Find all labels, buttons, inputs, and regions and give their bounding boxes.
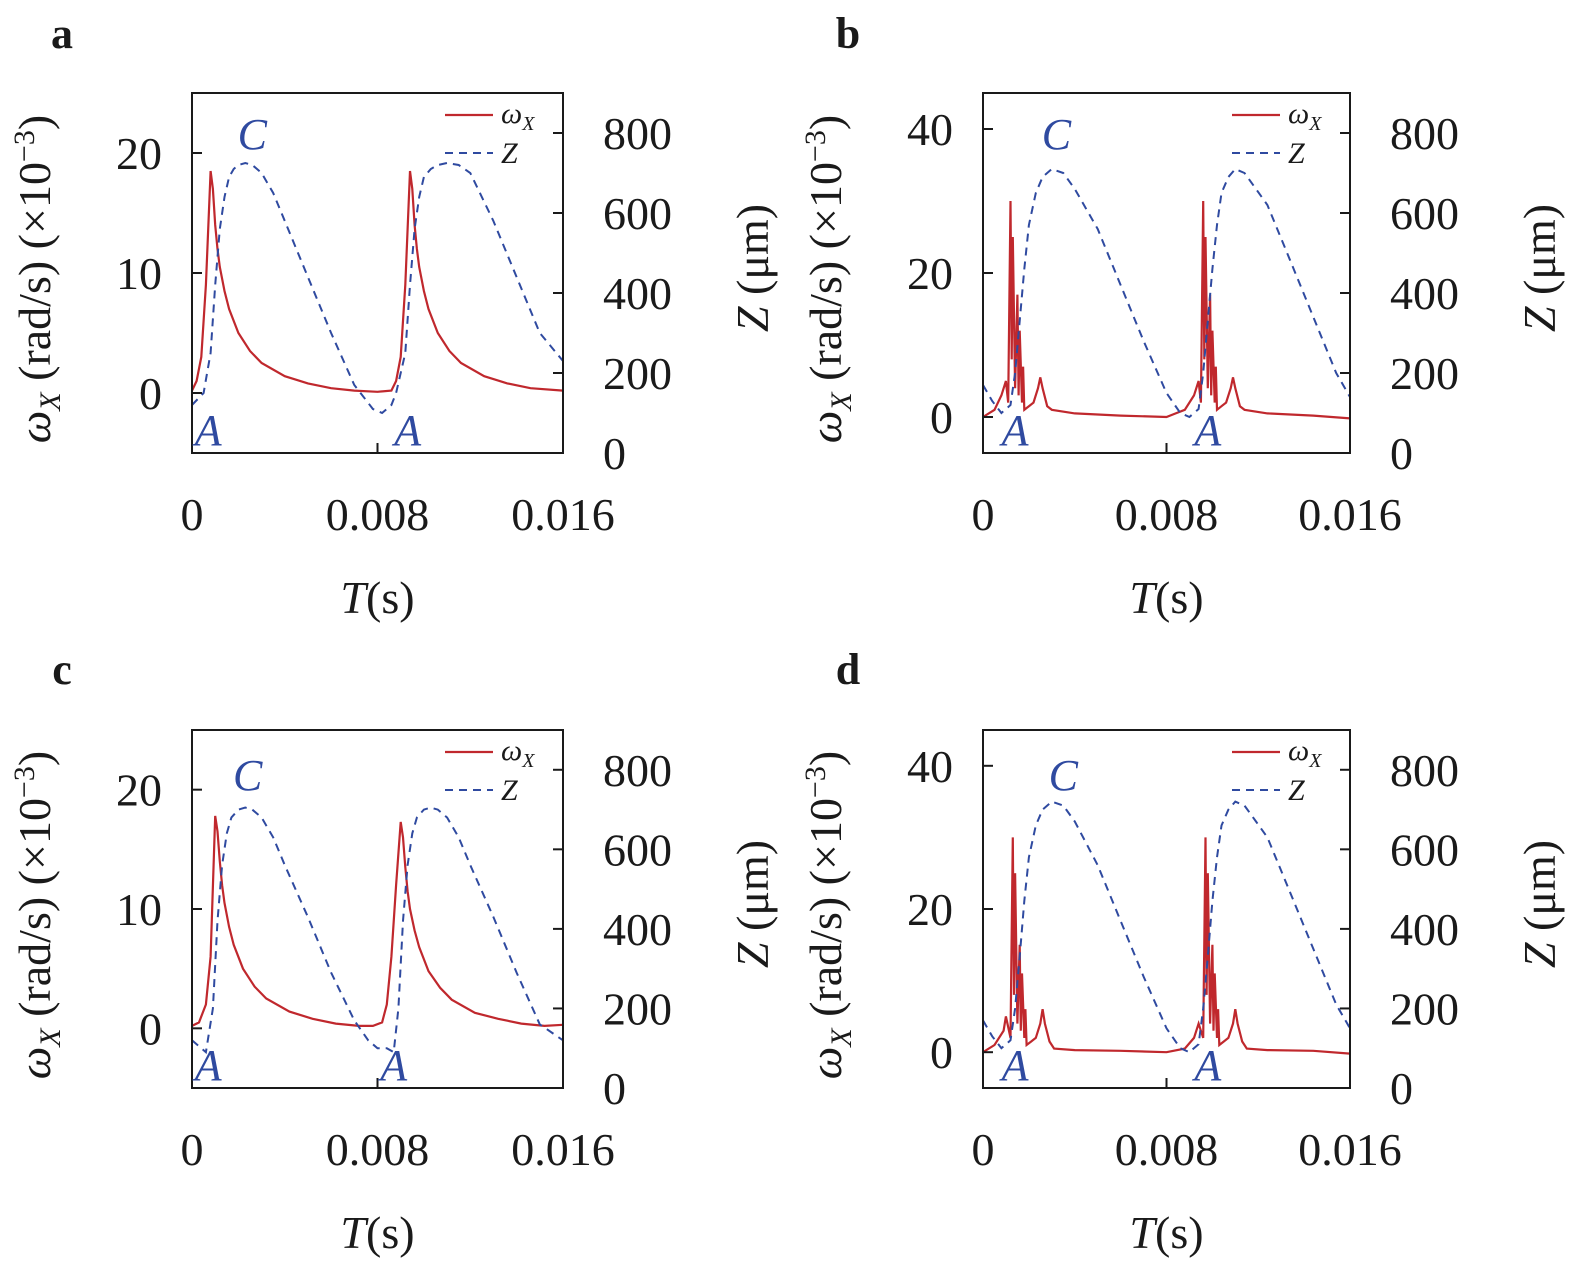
x-tick-label: 0.016 bbox=[511, 489, 615, 540]
y-right-tick-label: 0 bbox=[1390, 428, 1413, 479]
annotation-a: A bbox=[391, 406, 422, 455]
legend: ωXZ bbox=[445, 97, 535, 170]
x-tick-label: 0.016 bbox=[1298, 489, 1402, 540]
y-right-tick-label: 200 bbox=[1390, 348, 1459, 399]
omega-series-line bbox=[982, 200, 1351, 420]
annotation-a: A bbox=[192, 406, 223, 455]
legend-omega-label: ωX bbox=[501, 734, 535, 772]
y-right-tick-label: 0 bbox=[603, 428, 626, 479]
y-left-axis-title: ωX (rad/s) (×10−3) bbox=[8, 115, 67, 443]
omega-series-line bbox=[191, 170, 564, 393]
legend-omega-label: ωX bbox=[1288, 97, 1322, 135]
panel-label: c bbox=[52, 645, 72, 694]
y-right-tick-label: 600 bbox=[1390, 188, 1459, 239]
y-right-axis-title: Z (μm) bbox=[1514, 204, 1565, 332]
x-tick-label: 0 bbox=[972, 1124, 995, 1175]
legend: ωXZ bbox=[1232, 734, 1322, 807]
omega-series-line bbox=[191, 815, 564, 1028]
y-left-tick-label: 40 bbox=[907, 741, 953, 792]
y-right-tick-label: 200 bbox=[603, 983, 672, 1034]
y-right-tick-label: 200 bbox=[603, 348, 672, 399]
legend-z-label: Z bbox=[1288, 137, 1305, 170]
legend-omega-label: ωX bbox=[1288, 734, 1322, 772]
y-right-tick-label: 0 bbox=[1390, 1063, 1413, 1114]
annotation-a: A bbox=[192, 1041, 223, 1090]
y-left-tick-label: 10 bbox=[116, 884, 162, 935]
y-right-tick-label: 800 bbox=[1390, 745, 1459, 796]
y-left-tick-label: 0 bbox=[139, 368, 162, 419]
x-tick-label: 0 bbox=[181, 489, 204, 540]
y-right-tick-label: 600 bbox=[603, 824, 672, 875]
annotation-c: C bbox=[1042, 110, 1072, 159]
x-tick-label: 0.008 bbox=[1115, 489, 1219, 540]
legend: ωXZ bbox=[1232, 97, 1322, 170]
y-right-tick-label: 200 bbox=[1390, 983, 1459, 1034]
y-right-tick-label: 400 bbox=[603, 904, 672, 955]
x-axis-title: T(s) bbox=[1129, 572, 1203, 623]
annotation-a: A bbox=[999, 406, 1030, 455]
y-right-axis-title: Z (μm) bbox=[727, 840, 778, 968]
z-series-line bbox=[982, 167, 1351, 419]
y-right-tick-label: 600 bbox=[603, 188, 672, 239]
annotation-a: A bbox=[1191, 1041, 1222, 1090]
panel-label: b bbox=[836, 9, 860, 58]
z-series-line bbox=[982, 800, 1351, 1054]
y-left-tick-label: 40 bbox=[907, 104, 953, 155]
x-tick-label: 0.016 bbox=[1298, 1124, 1402, 1175]
y-right-tick-label: 0 bbox=[603, 1063, 626, 1114]
legend-omega-label: ωX bbox=[501, 97, 535, 135]
z-series-line bbox=[191, 161, 564, 415]
x-tick-label: 0.016 bbox=[511, 1124, 615, 1175]
y-left-tick-label: 20 bbox=[116, 128, 162, 179]
y-right-tick-label: 800 bbox=[603, 108, 672, 159]
y-right-tick-label: 400 bbox=[603, 268, 672, 319]
y-left-tick-label: 20 bbox=[907, 248, 953, 299]
y-left-tick-label: 0 bbox=[930, 1027, 953, 1078]
y-right-tick-label: 400 bbox=[1390, 268, 1459, 319]
y-right-tick-label: 400 bbox=[1390, 904, 1459, 955]
annotation-a: A bbox=[377, 1041, 408, 1090]
y-left-axis-title: ωX (rad/s) (×10−3) bbox=[799, 751, 858, 1079]
y-left-tick-label: 20 bbox=[907, 884, 953, 935]
y-right-tick-label: 800 bbox=[1390, 108, 1459, 159]
x-axis-title: T(s) bbox=[340, 572, 414, 623]
y-left-tick-label: 0 bbox=[139, 1003, 162, 1054]
x-tick-label: 0 bbox=[181, 1124, 204, 1175]
x-axis-title: T(s) bbox=[1129, 1207, 1203, 1258]
y-left-tick-label: 10 bbox=[116, 248, 162, 299]
panel-label: d bbox=[836, 645, 860, 694]
y-right-axis-title: Z (μm) bbox=[727, 204, 778, 332]
legend-z-label: Z bbox=[1288, 774, 1305, 807]
y-right-tick-label: 800 bbox=[603, 745, 672, 796]
omega-series-line bbox=[982, 837, 1351, 1055]
legend: ωXZ bbox=[445, 734, 535, 807]
x-tick-label: 0 bbox=[972, 489, 995, 540]
x-tick-label: 0.008 bbox=[326, 489, 430, 540]
x-axis-title: T(s) bbox=[340, 1207, 414, 1258]
y-left-tick-label: 20 bbox=[116, 765, 162, 816]
z-series-line bbox=[191, 806, 564, 1055]
annotation-c: C bbox=[238, 110, 268, 159]
x-tick-label: 0.008 bbox=[1115, 1124, 1219, 1175]
legend-z-label: Z bbox=[501, 774, 518, 807]
annotation-a: A bbox=[1191, 406, 1222, 455]
y-right-axis-title: Z (μm) bbox=[1514, 840, 1565, 968]
panel-label: a bbox=[51, 9, 73, 58]
y-left-tick-label: 0 bbox=[930, 392, 953, 443]
x-tick-label: 0.008 bbox=[326, 1124, 430, 1175]
y-left-axis-title: ωX (rad/s) (×10−3) bbox=[8, 751, 67, 1079]
annotation-c: C bbox=[233, 751, 263, 800]
y-left-axis-title: ωX (rad/s) (×10−3) bbox=[799, 115, 858, 443]
legend-z-label: Z bbox=[501, 137, 518, 170]
annotation-a: A bbox=[999, 1041, 1030, 1090]
y-right-tick-label: 600 bbox=[1390, 824, 1459, 875]
annotation-c: C bbox=[1049, 751, 1079, 800]
